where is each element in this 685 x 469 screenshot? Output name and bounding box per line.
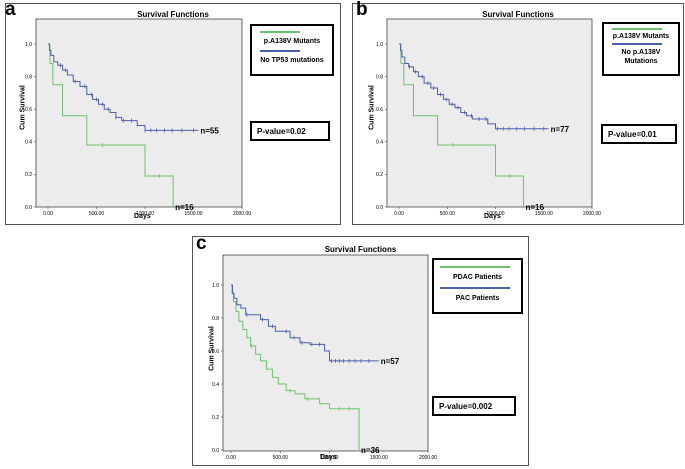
legend-label-pdac: PDAC Patients	[452, 274, 502, 281]
legend-swatch-wildtype	[260, 50, 300, 52]
legend: p.A138V Mutants No TP53 mutations	[250, 24, 334, 76]
y-tick-label: 1.0	[212, 283, 219, 289]
n-label: n=16	[175, 203, 194, 212]
legend-swatch-wildtype	[612, 43, 662, 45]
legend: PDAC Patients PAC Patients	[432, 258, 523, 314]
x-tick-label: 500.00	[273, 455, 289, 461]
x-axis-label: Days	[320, 454, 337, 461]
x-tick-label: 1000.00	[320, 455, 338, 461]
y-tick-label: 0.0	[25, 205, 32, 211]
chart-title: Survival Functions	[324, 245, 397, 254]
x-tick-label: 1500.00	[370, 455, 388, 461]
y-tick-label: 0.6	[376, 107, 383, 113]
legend-label-pac: PAC Patients	[455, 295, 500, 302]
survival-curve	[399, 43, 524, 207]
x-tick-label: 500.00	[440, 211, 456, 217]
x-tick-label: 2000.00	[419, 455, 437, 461]
n-label: n=16	[525, 203, 544, 212]
legend-label-mutants: p.A138V Mutants	[612, 33, 670, 40]
x-tick-label: 2000.00	[233, 211, 251, 217]
y-tick-label: 1.0	[25, 42, 32, 48]
legend-label-wildtype: No p.A138V Mutations	[621, 49, 661, 65]
x-tick-label: 0.00	[394, 211, 404, 217]
y-tick-label: 0.2	[212, 415, 219, 421]
x-tick-label: 2000.00	[583, 211, 601, 217]
y-tick-label: 0.0	[212, 448, 219, 454]
y-tick-label: 0.0	[376, 205, 383, 211]
plot-background	[35, 18, 243, 208]
legend-swatch-mutants	[260, 31, 300, 33]
p-value-box: P-value=0.002	[432, 396, 516, 416]
legend-label-wildtype: No TP53 mutations	[260, 57, 324, 64]
legend: p.A138V Mutants No p.A138V Mutations	[602, 22, 680, 76]
y-tick-label: 0.2	[25, 172, 32, 178]
n-label: n=57	[381, 357, 400, 366]
plot-background	[386, 18, 593, 208]
y-tick-label: 0.4	[25, 140, 32, 146]
survival-curve	[48, 43, 199, 131]
legend-swatch-mutants	[612, 28, 662, 30]
legend-label-mutants: p.A138V Mutants	[263, 38, 321, 45]
survival-plot: 0.0 0.2 0.4 0.6 0.8 1.0 0.00 500.00 1000.00 1500.…	[212, 254, 437, 461]
n-label: n=36	[361, 446, 380, 455]
legend-swatch-pdac	[440, 266, 510, 268]
plot-area: 0.0 0.2 0.4 0.6 0.8 1.0 0.00 500.00 1000.00 1500.…	[212, 254, 437, 461]
panel-a: a Survival Functions Cum Survival Days 0…	[5, 0, 341, 225]
plot-background	[222, 254, 429, 452]
panel-label: c	[196, 233, 207, 254]
survival-curve	[231, 284, 379, 362]
y-tick-label: 0.8	[25, 74, 32, 80]
n-label: n=55	[200, 126, 219, 135]
survival-plot: 0.0 0.2 0.4 0.6 0.8 1.0 0.00 500.00 1000.00 1500.…	[376, 18, 601, 217]
x-tick-label: 0.00	[226, 455, 236, 461]
x-axis-label: Days	[484, 213, 501, 220]
plot-area: 0.0 0.2 0.4 0.6 0.8 1.0 0.00 500.00 1000.00 1500.…	[25, 18, 251, 217]
panel-b: b Survival Functions Cum Survival Days 0…	[352, 0, 684, 225]
panel-label: a	[5, 0, 16, 20]
plot-area: 0.0 0.2 0.4 0.6 0.8 1.0 0.00 500.00 1000.00 1500.…	[376, 18, 601, 217]
y-tick-label: 0.8	[376, 74, 383, 80]
y-tick-label: 0.8	[212, 316, 219, 322]
panel-c: c Survival Functions Cum Survival Days 0…	[192, 233, 529, 466]
p-value-box: P-value=0.01	[601, 124, 677, 144]
y-tick-label: 0.4	[376, 140, 383, 146]
legend-swatch-pac	[440, 287, 510, 289]
x-tick-label: 1500.00	[535, 211, 553, 217]
x-tick-label: 1500.00	[184, 211, 202, 217]
survival-curve	[231, 284, 360, 450]
x-tick-label: 0.00	[43, 211, 53, 217]
survival-curve	[48, 43, 174, 207]
n-label: n=77	[551, 125, 570, 134]
y-tick-label: 0.6	[25, 107, 32, 113]
y-tick-label: 1.0	[376, 42, 383, 48]
y-tick-label: 0.4	[212, 382, 219, 388]
x-tick-label: 1000.00	[136, 211, 154, 217]
x-tick-label: 1000.00	[486, 211, 504, 217]
chart-title: Survival Functions	[137, 10, 209, 19]
x-axis-label: Days	[134, 213, 151, 220]
y-tick-label: 0.2	[376, 172, 383, 178]
x-tick-label: 500.00	[89, 211, 105, 217]
y-tick-label: 0.6	[212, 349, 219, 355]
survival-plot: 0.0 0.2 0.4 0.6 0.8 1.0 0.00 500.00 1000.00 1500.…	[25, 18, 251, 217]
chart-title: Survival Functions	[482, 10, 554, 19]
panel-label: b	[356, 0, 368, 20]
p-value-box: P-value=0.02	[250, 121, 330, 141]
